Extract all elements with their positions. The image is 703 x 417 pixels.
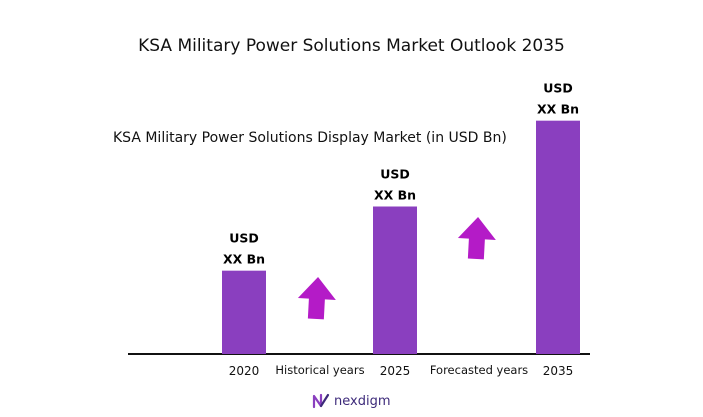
data-label-2025-0: USD [380,167,410,182]
period-label-forecasted: Forecasted years [430,363,528,377]
data-label-2035-0: USD [543,81,573,96]
brand-logo: nexdigm [312,391,390,411]
bar-2025 [373,206,417,354]
data-label-2020-1: XX Bn [223,252,265,267]
chart-title: KSA Military Power Solutions Market Outl… [138,36,565,56]
bar-2035 [536,120,580,355]
up-arrow-icon [457,217,496,260]
data-label-2020-0: USD [229,231,259,246]
x-tick-label-2025: 2025 [380,364,411,378]
x-tick-label-2035: 2035 [543,364,574,378]
nexdigm-logo-icon [312,393,330,409]
chart-subtitle: KSA Military Power Solutions Display Mar… [113,130,507,146]
data-label-2025-1: XX Bn [374,188,416,203]
data-label-2035-1: XX Bn [537,102,579,117]
brand-name: nexdigm [334,393,391,409]
period-label-historical: Historical years [275,363,364,377]
x-tick-label-2020: 2020 [229,364,260,378]
up-arrow-icon [297,277,336,320]
bar-2020 [222,270,266,354]
